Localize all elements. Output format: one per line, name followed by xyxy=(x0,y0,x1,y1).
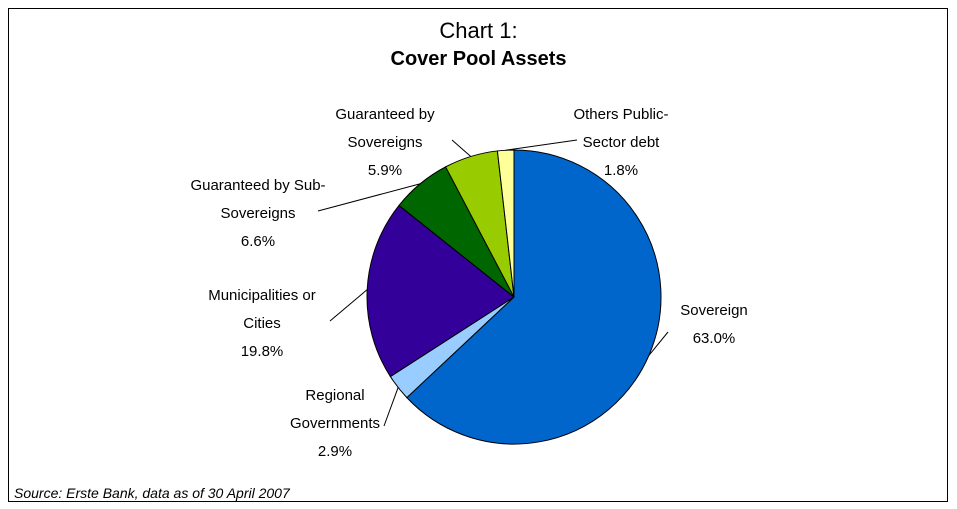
leader-line xyxy=(451,139,472,157)
value-label: 2.9% xyxy=(317,443,353,460)
value-label: 1.8% xyxy=(603,162,639,179)
pie-slice xyxy=(496,149,515,298)
chart-subtitle: Cover Pool Assets xyxy=(390,48,567,70)
slice-label: Guaranteed by Sovereigns 5.9% xyxy=(315,101,455,185)
slice-label: Municipalities or Cities 19.8% xyxy=(190,282,335,366)
category-label: Regional Governments xyxy=(289,387,381,432)
leader-line xyxy=(329,289,368,322)
category-label: Others Public-Sector debt xyxy=(573,106,669,151)
value-label: 5.9% xyxy=(367,162,403,179)
leader-line xyxy=(648,331,669,356)
pie-slice xyxy=(366,204,515,378)
value-label: 19.8% xyxy=(240,343,284,360)
leader-line xyxy=(505,139,578,151)
category-label: Municipalities or Cities xyxy=(208,287,316,332)
chart-title: Chart 1: xyxy=(439,18,518,43)
slice-label: Sovereign 63.0% xyxy=(664,297,764,353)
slice-label: Regional Governments 2.9% xyxy=(276,382,394,466)
category-label: Guaranteed by Sub-Sovereigns xyxy=(190,177,326,222)
leader-line xyxy=(383,387,399,427)
leader-line xyxy=(317,183,421,212)
slice-label: Others Public-Sector debt 1.8% xyxy=(554,101,689,185)
source-note: Source: Erste Bank, data as of 30 April … xyxy=(14,485,290,501)
category-label: Guaranteed by Sovereigns xyxy=(335,106,435,151)
category-label: Sovereign xyxy=(680,302,748,319)
slice-label: Guaranteed by Sub-Sovereigns 6.6% xyxy=(183,172,333,256)
value-label: 6.6% xyxy=(240,233,276,250)
value-label: 63.0% xyxy=(692,330,736,347)
chart-frame xyxy=(8,8,948,502)
